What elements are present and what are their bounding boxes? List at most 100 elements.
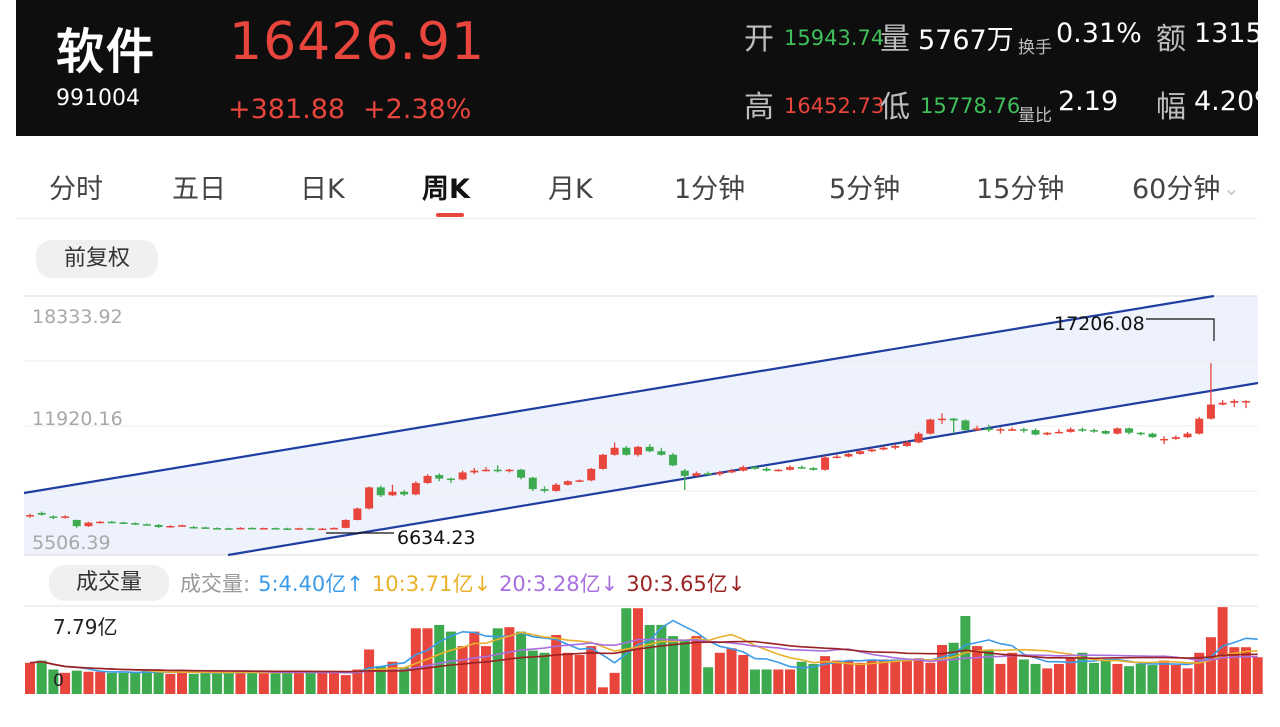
candle-body	[598, 454, 607, 469]
candle-body	[1230, 401, 1239, 403]
candle-body	[669, 454, 678, 466]
high-label: 高	[744, 90, 774, 125]
ma20-value: 20:3.28亿	[499, 572, 601, 596]
candle-body	[26, 515, 34, 517]
ma10-arrow-icon: ↓	[473, 572, 492, 596]
candle-body	[844, 453, 853, 457]
candle-body	[213, 528, 222, 530]
right-margin	[1258, 0, 1280, 727]
volume-bar	[1077, 652, 1088, 694]
volume-bar	[212, 672, 223, 694]
volume-bar	[948, 642, 959, 694]
open-value: 15943.74	[784, 26, 885, 50]
price-tick-bottom: 5506.39	[32, 532, 111, 554]
chevron-down-icon[interactable]: ⌄	[1223, 176, 1240, 200]
volume-bar	[1159, 660, 1170, 694]
volume-max-label: 7.79亿	[53, 615, 118, 639]
volume-indicator-button[interactable]: 成交量	[49, 565, 169, 601]
volume-bar	[633, 608, 643, 694]
ma30-line	[29, 640, 1258, 673]
volume-bar	[960, 616, 971, 694]
tab-1-minute[interactable]: 1分钟	[674, 174, 746, 205]
candle-body	[96, 521, 105, 524]
volume-bar	[516, 631, 527, 694]
volume-bar	[177, 671, 187, 694]
candle-body	[1090, 430, 1098, 432]
tab-weekly-k[interactable]: 周K	[422, 174, 470, 205]
tab-5-minute[interactable]: 5分钟	[829, 174, 901, 205]
candle-body	[996, 429, 1005, 431]
candle-body	[528, 477, 537, 490]
price-tick-mid: 11920.16	[32, 408, 123, 430]
volume-bar	[293, 671, 304, 694]
volume-bar	[270, 671, 281, 694]
volume-bar	[399, 667, 410, 694]
adjust-mode-button[interactable]: 前复权	[36, 240, 158, 278]
ma10-line	[29, 631, 1258, 674]
candle-body	[271, 528, 280, 530]
candle-body	[131, 523, 140, 525]
tab-15-minute[interactable]: 15分钟	[976, 174, 1065, 205]
volume-bar	[878, 659, 889, 694]
tab-intraday[interactable]: 分时	[49, 174, 103, 205]
tab-60-minute[interactable]: 60分钟	[1132, 174, 1221, 205]
volume-bar	[656, 624, 667, 694]
candle-body	[809, 467, 818, 470]
candle-body	[306, 528, 315, 530]
candle-body	[575, 480, 584, 482]
period-tabs: 分时 五日 日K 周K 月K 1分钟 5分钟 15分钟 60分钟	[16, 147, 1258, 219]
ma5-value: 5:4.40亿	[258, 572, 347, 596]
volume-axis: 7.79亿 0	[24, 605, 1258, 691]
candle-body	[236, 527, 245, 530]
candle-body	[1101, 430, 1110, 434]
volume-bar	[726, 648, 737, 694]
candle-body	[902, 442, 911, 446]
candle-body	[423, 475, 432, 483]
tab-daily-k[interactable]: 日K	[300, 174, 345, 205]
volume-bar	[235, 671, 246, 694]
volume-bar	[106, 672, 117, 694]
candle-body	[563, 481, 572, 485]
volume-bar	[60, 672, 71, 694]
volume-bar	[901, 660, 912, 694]
price-grid	[24, 295, 1258, 556]
candle-body	[949, 418, 958, 421]
volume-bar	[130, 672, 141, 694]
volume-bar	[1170, 665, 1181, 694]
candle-body	[446, 478, 455, 481]
volume-bar	[83, 671, 94, 694]
volume-bar	[1182, 668, 1193, 694]
candle-body	[891, 445, 900, 448]
ma30-arrow-icon: ↓	[727, 572, 746, 596]
candle-body	[1019, 429, 1028, 431]
volume-bar	[247, 672, 258, 694]
vol-ratio-value: 2.19	[1058, 86, 1119, 117]
candle-body	[552, 484, 561, 491]
candle-body	[400, 491, 409, 495]
candle-body	[1148, 433, 1157, 438]
volume-bar	[551, 634, 562, 694]
volume-bar	[1194, 652, 1205, 694]
volume-bar	[1252, 657, 1263, 694]
candle-body	[1136, 432, 1145, 435]
volume-bar	[597, 687, 608, 694]
candle-body	[856, 451, 865, 454]
volume-bar	[457, 646, 468, 694]
volume-bar	[36, 660, 47, 694]
candle-body	[376, 487, 385, 496]
candle-body	[786, 467, 794, 470]
stock-name: 软件	[56, 24, 157, 80]
candle-body	[914, 433, 923, 443]
candle-body	[119, 522, 128, 524]
candle-body	[774, 469, 783, 472]
candle-body	[1078, 429, 1087, 431]
tab-monthly-k[interactable]: 月K	[548, 174, 593, 205]
tab-five-day[interactable]: 五日	[172, 174, 226, 205]
volume-bar	[340, 675, 351, 694]
volume-bar	[890, 659, 901, 694]
volume-bar	[937, 644, 947, 694]
volume-bar	[562, 652, 573, 694]
candle-body	[1160, 438, 1169, 441]
candle-body	[1113, 428, 1122, 434]
